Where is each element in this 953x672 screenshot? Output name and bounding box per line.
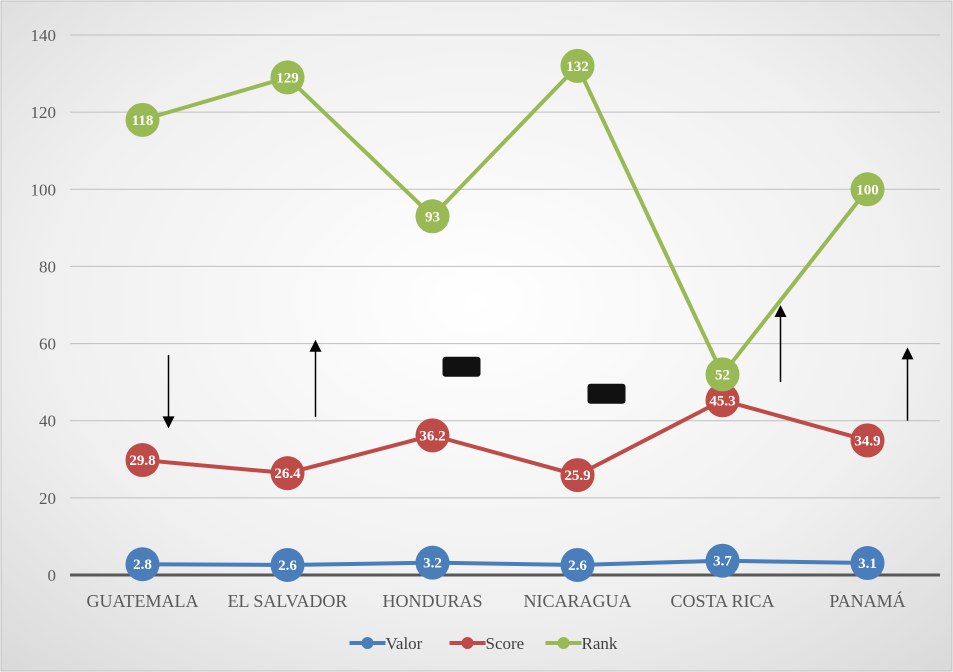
data-label-valor: 2.6: [278, 558, 297, 574]
data-point-rank: [270, 60, 305, 95]
data-label-score: 34.9: [854, 433, 880, 449]
data-point-valor: [125, 547, 160, 582]
data-label-valor: 3.1: [858, 556, 877, 572]
data-point-score: [415, 418, 450, 453]
data-label-rank: 100: [856, 182, 879, 198]
data-label-score: 45.3: [709, 393, 735, 409]
x-tick-label: HONDURAS: [382, 591, 482, 611]
data-point-score: [850, 423, 885, 458]
data-point-rank: [125, 102, 160, 137]
data-label-rank: 132: [566, 59, 589, 75]
data-point-valor: [850, 546, 885, 581]
legend-item-rank: Rank: [545, 634, 618, 653]
y-tick-label: 140: [31, 26, 57, 45]
svg-text:Score: Score: [486, 634, 525, 653]
y-tick-label: 120: [31, 103, 57, 122]
bar-marker: [587, 383, 626, 404]
data-point-score: [560, 458, 595, 493]
data-point-rank: [415, 199, 450, 234]
series-line-score: [142, 398, 869, 478]
data-label-valor: 2.6: [568, 558, 587, 574]
data-label-score: 25.9: [564, 468, 590, 484]
data-point-score: [125, 443, 160, 478]
arrow-annotation: [901, 347, 914, 421]
data-label-valor: 2.8: [133, 557, 152, 573]
legend-item-score: Score: [449, 634, 525, 653]
x-tick-label: NICARAGUA: [524, 591, 632, 611]
data-label-rank: 93: [425, 209, 440, 225]
y-tick-label: 100: [31, 180, 57, 199]
data-point-valor: [270, 547, 305, 582]
arrow-annotation: [774, 305, 787, 383]
arrow-annotation: [162, 355, 175, 429]
x-tick-label: EL SALVADOR: [228, 591, 348, 611]
bar-marker: [442, 356, 481, 377]
arrow-annotation: [309, 339, 322, 417]
data-point-valor: [705, 543, 740, 578]
data-point-score: [705, 383, 740, 418]
y-tick-label: 80: [39, 257, 56, 276]
data-label-rank: 52: [715, 367, 730, 383]
x-tick-label: COSTA RICA: [670, 591, 774, 611]
series-line-rank: [141, 63, 870, 377]
data-label-score: 29.8: [129, 453, 155, 469]
data-label-valor: 3.7: [713, 554, 732, 570]
x-tick-label: PANAMÁ: [829, 590, 905, 611]
y-tick-label: 40: [39, 412, 56, 431]
data-point-valor: [415, 545, 450, 580]
data-point-valor: [560, 547, 595, 582]
x-tick-label: GUATEMALA: [87, 591, 199, 611]
legend-item-valor: Valor: [349, 634, 423, 653]
data-label-rank: 129: [276, 70, 299, 86]
data-point-rank: [850, 172, 885, 207]
data-point-rank: [560, 48, 595, 83]
y-tick-label: 60: [39, 335, 56, 354]
series-line-valor: [142, 558, 868, 567]
data-label-score: 26.4: [274, 466, 301, 482]
y-tick-label: 0: [48, 566, 57, 585]
svg-text:Rank: Rank: [582, 634, 618, 653]
data-label-rank: 118: [132, 113, 154, 129]
y-tick-label: 20: [39, 489, 56, 508]
data-label-score: 36.2: [419, 428, 445, 444]
data-point-rank: [705, 357, 740, 392]
svg-text:Valor: Valor: [386, 634, 423, 653]
data-label-valor: 3.2: [423, 556, 442, 572]
data-point-score: [270, 456, 305, 491]
